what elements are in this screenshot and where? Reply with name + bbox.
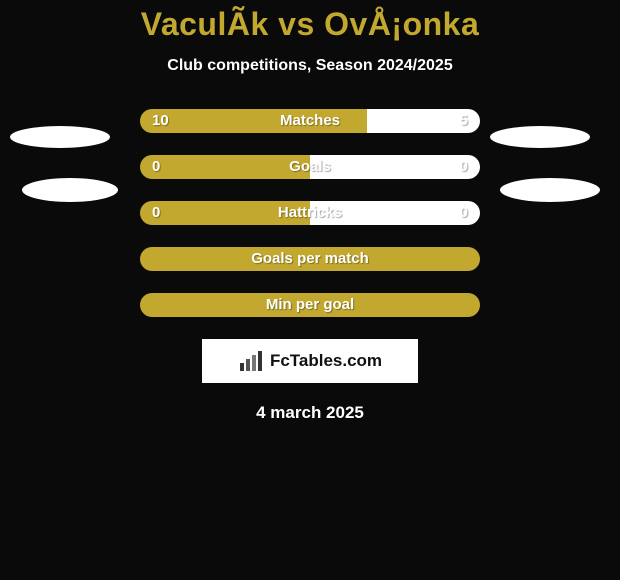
fctables-logo: FcTables.com [202,339,418,383]
team-logo-placeholder [22,178,118,202]
stat-label: Goals per match [140,247,480,271]
page-title: VaculÃ­k vs OvÅ¡onka [0,6,620,43]
stat-label: Goals [140,155,480,179]
stat-value-right: 5 [460,109,468,133]
stat-value-right: 0 [460,155,468,179]
stat-row: Min per goal [140,293,480,317]
date-text: 4 march 2025 [0,403,620,423]
comparison-infographic: VaculÃ­k vs OvÅ¡onka Club competitions, … [0,0,620,580]
stat-label: Min per goal [140,293,480,317]
logo-text: FcTables.com [270,351,382,371]
stat-value-left: 0 [152,201,160,225]
stat-row: Goals0 0 [140,155,480,179]
team-logo-placeholder [500,178,600,202]
stat-row: Hattricks0 0 [140,201,480,225]
stat-value-right: 0 [460,201,468,225]
stat-label: Matches [140,109,480,133]
stat-value-left: 10 [152,109,169,133]
stat-label: Hattricks [140,201,480,225]
stat-row: Goals per match [140,247,480,271]
stat-value-left: 0 [152,155,160,179]
team-logo-placeholder [10,126,110,148]
barchart-icon [238,351,264,371]
subtitle: Club competitions, Season 2024/2025 [0,57,620,75]
team-logo-placeholder [490,126,590,148]
stat-row: Matches10 5 [140,109,480,133]
